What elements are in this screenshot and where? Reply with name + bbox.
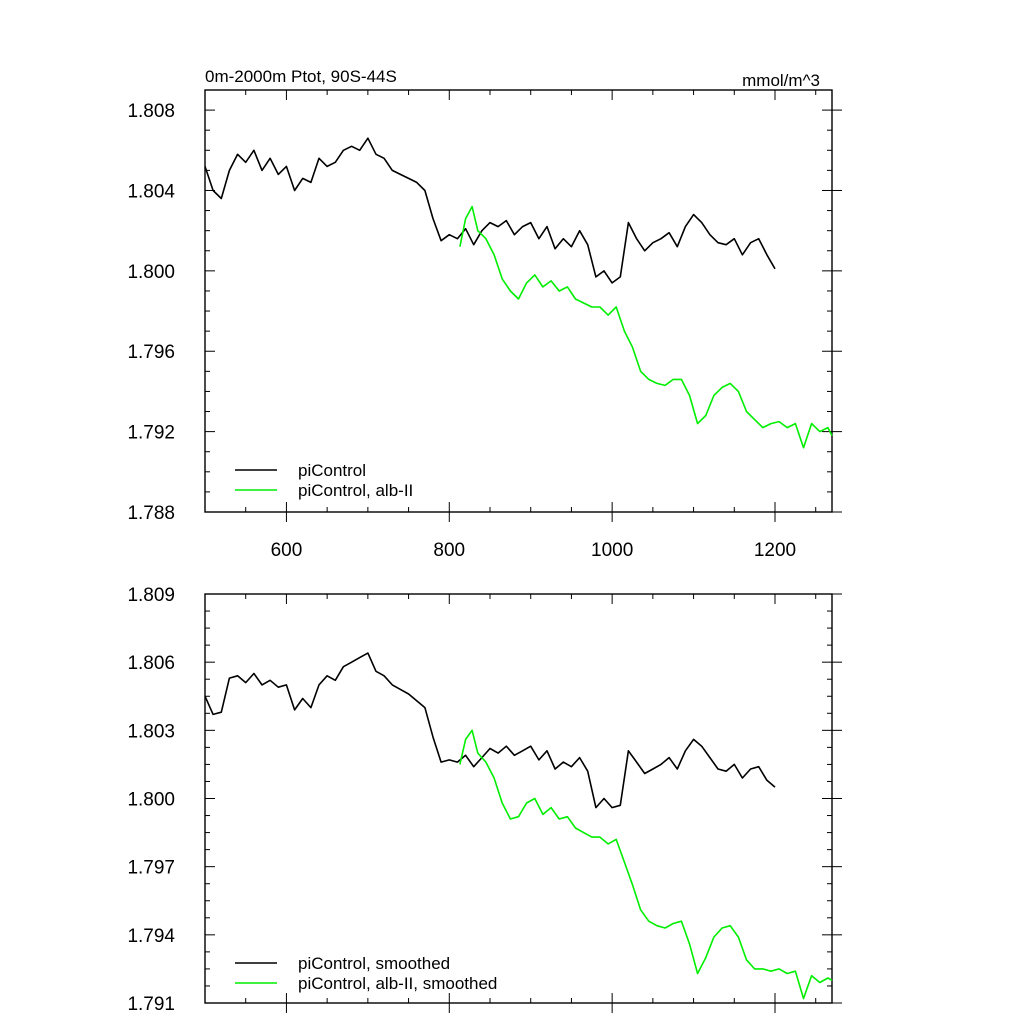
y-tick-label: 1.803: [127, 721, 175, 742]
plot-frame: [204, 593, 833, 1004]
y-tick-label: 1.788: [127, 503, 175, 524]
x-tick-label: 1000: [591, 540, 633, 561]
y-tick-label: 1.808: [127, 101, 175, 122]
y-tick-label: 1.797: [127, 858, 175, 879]
y-tick-label: 1.791: [127, 994, 175, 1015]
top-panel: 600 800 1000 1200 1.788 1.792 1.796 1.800 1.804 1…: [127, 89, 842, 561]
y-tick-label: 1.794: [127, 926, 175, 947]
y-tick-label: 1.804: [127, 181, 175, 202]
panel-title: 0m-2000m Ptot, 90S-44S: [205, 67, 397, 86]
y-tick-label: 1.796: [127, 342, 175, 363]
series-line-1: [459, 205, 833, 449]
plot-frame: [204, 89, 833, 513]
bottom-panel: 1.791 1.794 1.797 1.800 1.803 1.806 1.809 piCon…: [127, 585, 842, 1015]
x-tick-label: 1200: [754, 540, 796, 561]
units-label: mmol/m^3: [742, 71, 820, 90]
legend-label: piControl, alb-II: [298, 481, 413, 500]
series-line-1: [459, 729, 833, 1000]
series-line-0: [204, 652, 776, 809]
y-tick-label: 1.800: [127, 262, 175, 283]
y-tick-label: 1.809: [127, 585, 175, 606]
legend-label: piControl, smoothed: [298, 954, 450, 973]
x-tick-label: 800: [433, 540, 465, 561]
y-tick-label: 1.792: [127, 423, 175, 444]
y-tick-label: 1.806: [127, 653, 175, 674]
y-tick-label: 1.800: [127, 790, 175, 811]
x-tick-label: 600: [271, 540, 303, 561]
legend-label: piControl, alb-II, smoothed: [298, 974, 497, 993]
legend-label: piControl: [298, 461, 366, 480]
series-line-0: [204, 137, 776, 284]
